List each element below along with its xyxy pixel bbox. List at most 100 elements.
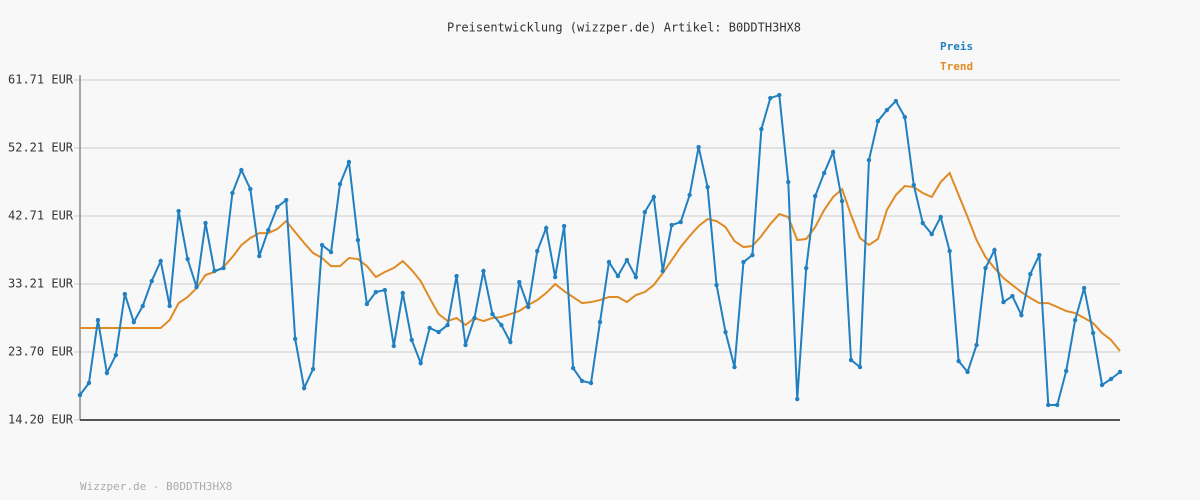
footer: Wizzper.de - B0DDTH3HX8 — [80, 480, 232, 493]
data-point — [866, 157, 872, 163]
data-point — [194, 284, 199, 290]
data-point — [418, 360, 423, 366]
data-point — [848, 357, 854, 363]
data-point — [499, 322, 504, 328]
data-point — [284, 197, 289, 203]
data-point — [884, 107, 890, 113]
data-point — [1090, 330, 1096, 336]
data-point — [597, 319, 603, 325]
data-point — [149, 278, 154, 284]
data-point — [732, 364, 737, 370]
data-point — [275, 204, 280, 210]
data-point — [77, 392, 83, 398]
data-point — [1072, 317, 1078, 323]
data-point — [795, 396, 800, 402]
data-point — [131, 319, 136, 325]
chart-title: Preisentwicklung (wizzper.de) Artikel: B… — [447, 21, 801, 35]
data-point — [239, 167, 244, 173]
series-line — [79, 93, 1121, 406]
data-point — [301, 385, 307, 391]
data-point — [983, 265, 988, 271]
data-point — [364, 301, 370, 307]
data-point — [687, 192, 692, 198]
data-point — [651, 194, 656, 200]
data-point — [786, 179, 791, 185]
data-point — [490, 311, 495, 317]
data-point — [445, 322, 450, 328]
data-point — [992, 247, 997, 253]
data-point — [606, 259, 612, 265]
data-point — [956, 358, 961, 364]
data-point — [95, 317, 101, 323]
data-point — [705, 184, 710, 190]
data-point — [1055, 402, 1060, 408]
data-point — [579, 378, 585, 384]
data-point — [221, 265, 226, 271]
data-point — [427, 325, 432, 331]
data-point — [902, 114, 908, 120]
data-point — [373, 289, 379, 295]
y-tick-label: 23.70 EUR — [8, 345, 74, 359]
data-point — [266, 227, 271, 233]
data-point — [947, 248, 952, 254]
y-tick-label: 42.71 EUR — [8, 208, 74, 222]
data-point — [382, 287, 388, 293]
data-point — [615, 273, 621, 279]
data-point — [974, 342, 979, 348]
data-point — [1117, 369, 1123, 375]
data-point — [570, 365, 576, 371]
data-point — [920, 220, 925, 226]
data-point — [1037, 252, 1042, 258]
data-point — [777, 92, 782, 98]
data-point — [821, 170, 827, 176]
data-point — [544, 225, 549, 231]
data-point — [561, 223, 567, 229]
data-point — [660, 268, 665, 274]
data-point — [185, 256, 190, 262]
data-point — [929, 231, 934, 237]
data-point — [588, 380, 594, 386]
data-point — [768, 95, 773, 101]
data-point — [624, 257, 630, 263]
data-point — [481, 268, 486, 274]
data-point — [212, 268, 217, 274]
data-point — [938, 214, 943, 220]
data-point — [839, 198, 845, 204]
legend-label: Preis — [940, 40, 973, 53]
data-point — [391, 343, 396, 349]
series-line — [80, 171, 1121, 352]
data-point — [723, 329, 728, 335]
data-point — [248, 186, 253, 192]
data-point — [893, 98, 899, 104]
data-point — [292, 336, 298, 342]
data-point — [552, 274, 558, 280]
data-point — [633, 274, 639, 280]
data-point — [203, 220, 208, 226]
data-point — [310, 366, 316, 372]
data-point — [857, 364, 863, 370]
data-point — [875, 118, 881, 124]
data-point — [319, 242, 325, 248]
data-point — [140, 303, 145, 309]
data-point — [1028, 271, 1033, 277]
y-tick-label: 33.21 EUR — [8, 276, 74, 290]
data-point — [508, 339, 513, 345]
data-point — [337, 181, 343, 187]
data-point — [1019, 312, 1024, 318]
data-point — [346, 159, 352, 165]
data-point — [714, 282, 719, 288]
data-point — [750, 252, 755, 258]
data-point — [400, 290, 405, 296]
data-point — [741, 259, 746, 265]
data-point — [911, 182, 916, 188]
data-point — [830, 149, 836, 155]
data-point — [669, 222, 674, 228]
data-point — [113, 352, 119, 358]
data-point — [678, 219, 683, 225]
data-point — [463, 342, 468, 348]
y-tick-label: 52.21 EUR — [8, 140, 74, 154]
data-point — [696, 144, 701, 150]
data-point — [812, 193, 818, 199]
